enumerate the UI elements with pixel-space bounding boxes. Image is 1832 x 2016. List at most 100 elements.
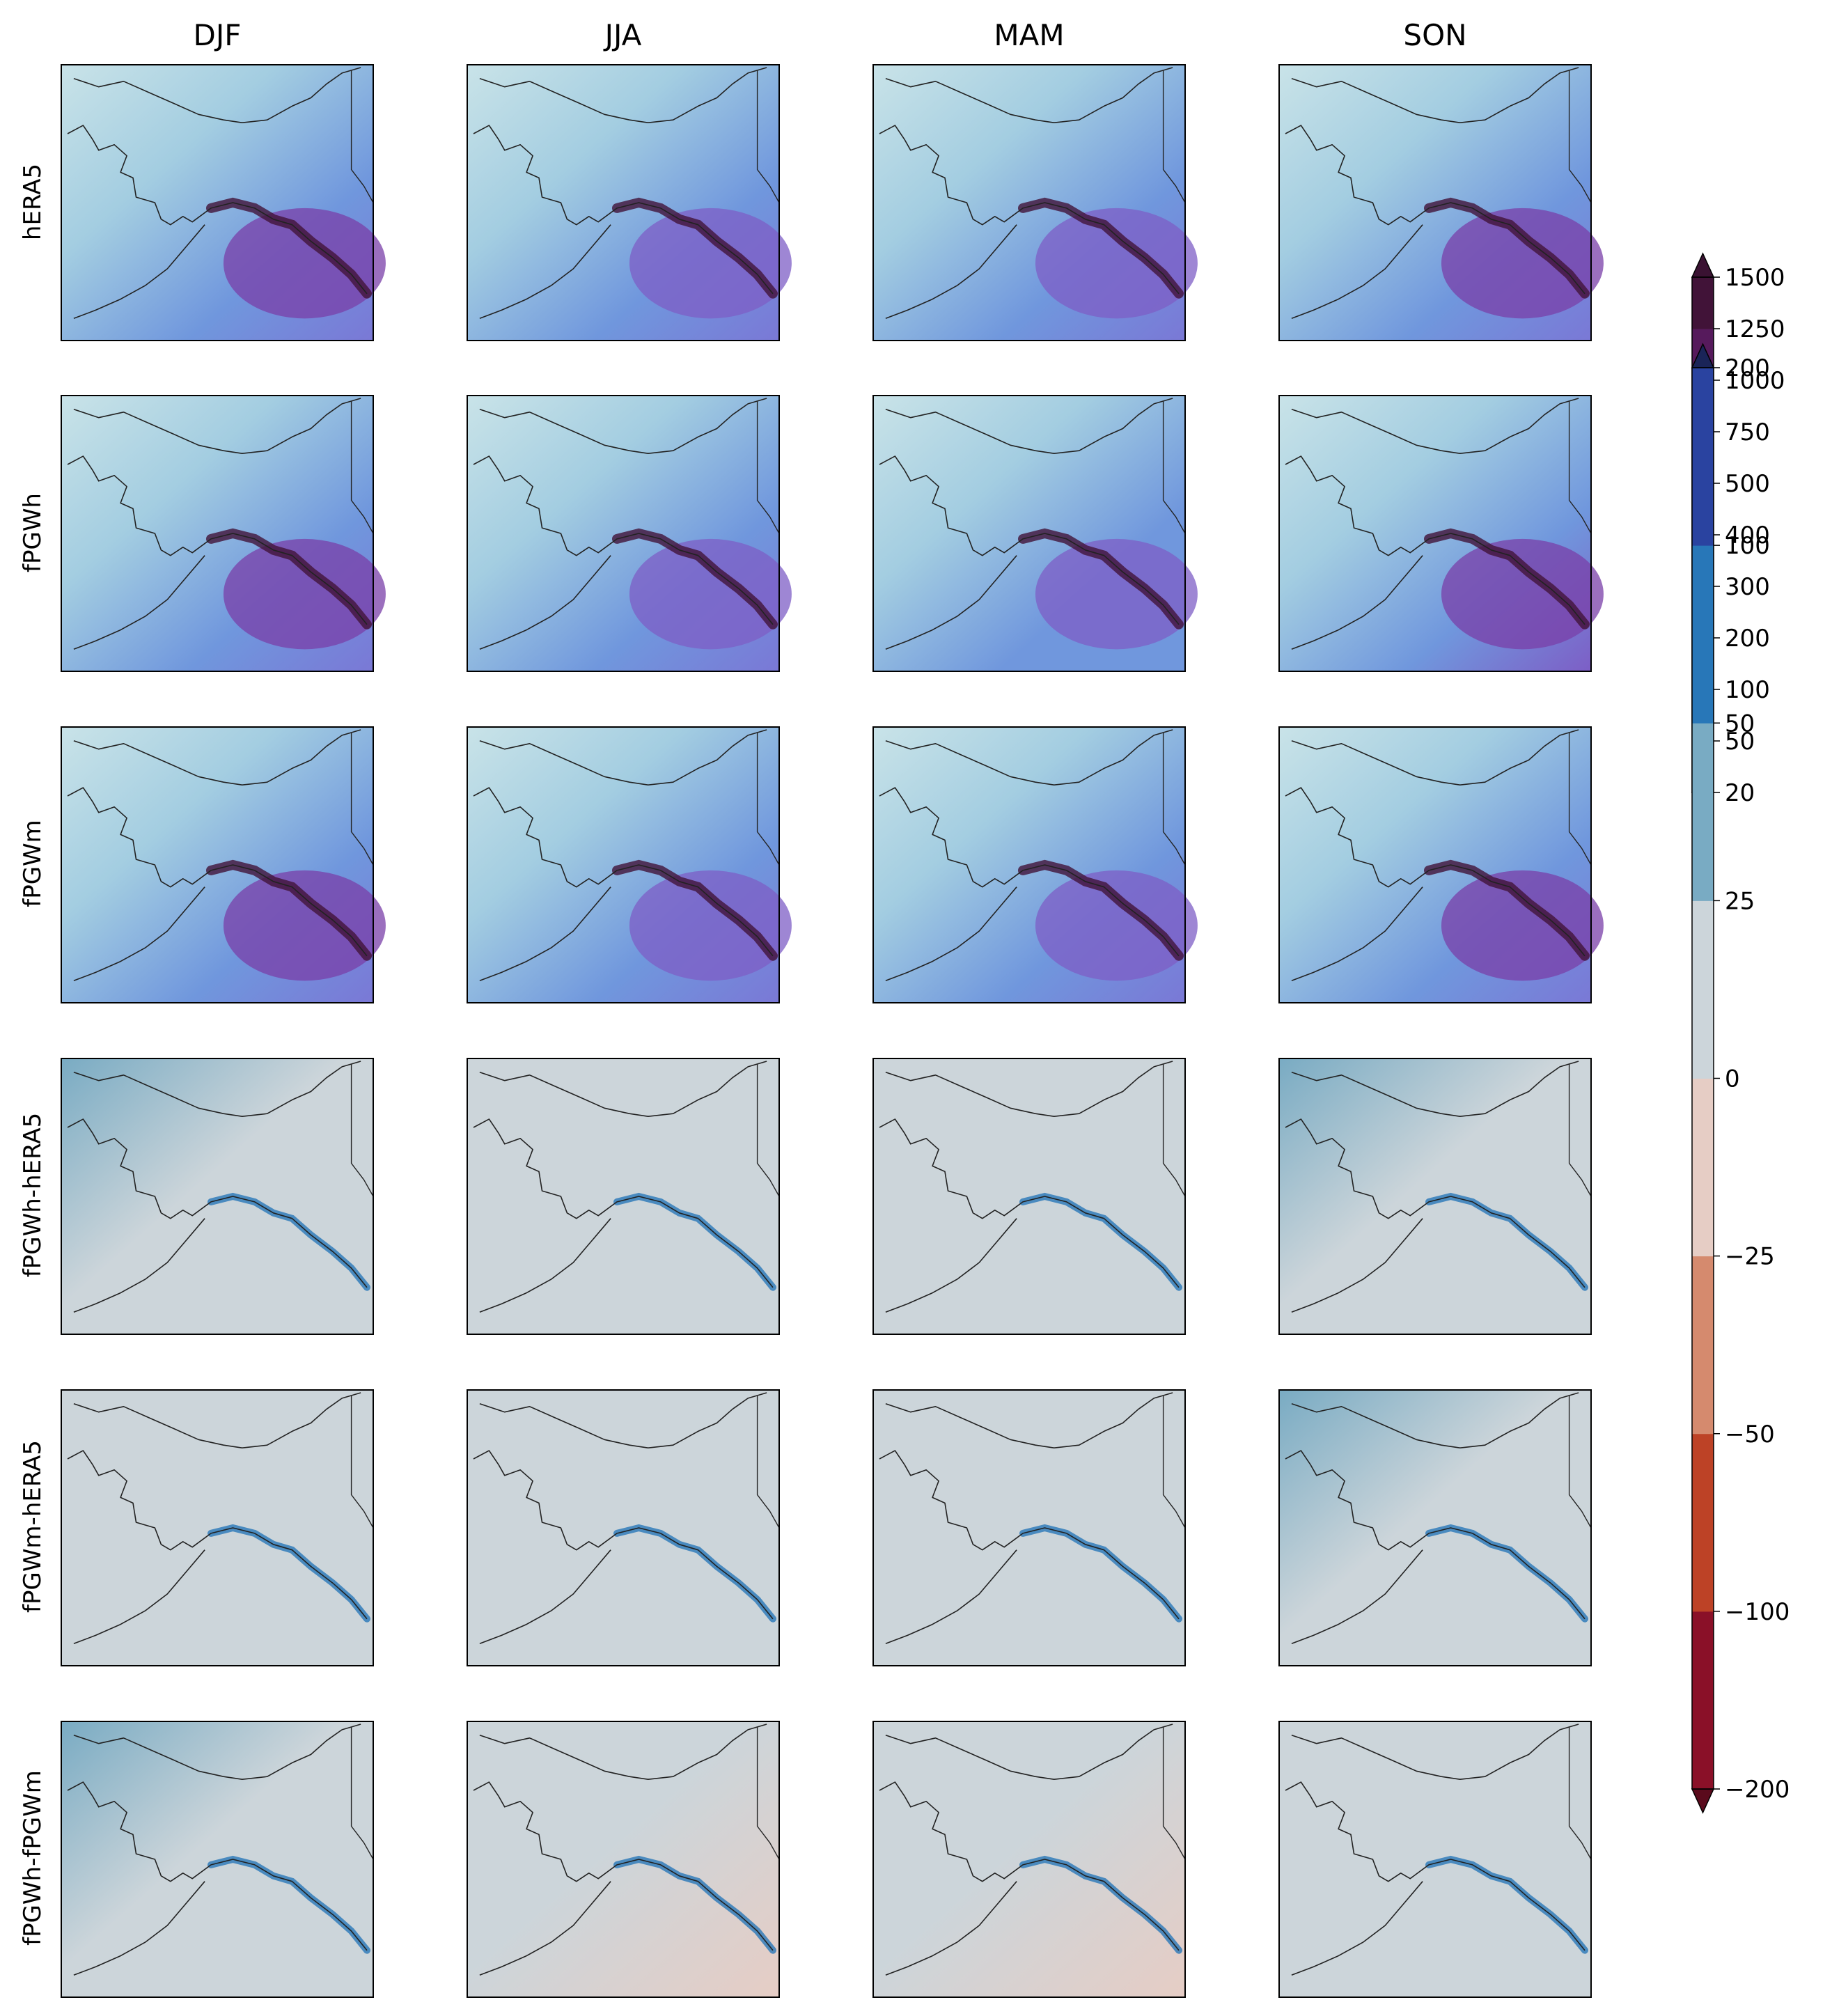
west-south-coastline — [67, 1118, 368, 1288]
alaska-peninsula — [885, 1881, 1017, 1976]
map-frame — [872, 1058, 1186, 1335]
map-panel-fpgwh-fpgwm-jja — [467, 1721, 780, 1998]
map-frame — [1278, 726, 1592, 1003]
gulf-maximum — [1441, 538, 1604, 650]
north-coastline — [885, 1724, 1173, 1780]
north-coastline — [885, 398, 1173, 454]
north-coastline — [479, 67, 767, 123]
west-south-coastline — [879, 1450, 1180, 1620]
row-label-fpgwm-hera5: fPGWm-hERA5 — [19, 1440, 47, 1613]
gulf-maximum — [1035, 538, 1198, 650]
north-coastline — [1291, 1724, 1579, 1780]
colorbar-tick-label: −25 — [1725, 1243, 1775, 1271]
alaska-peninsula — [1291, 224, 1423, 320]
alaska-peninsula — [885, 555, 1017, 650]
map-frame — [1278, 1058, 1592, 1335]
west-south-coastline — [473, 1450, 774, 1620]
north-coastline — [1291, 1392, 1579, 1448]
west-south-coastline — [67, 125, 368, 295]
column-title-djf: DJF — [194, 18, 242, 52]
north-coastline — [479, 1724, 767, 1780]
west-south-coastline — [473, 1781, 774, 1951]
map-panel-fpgwm-djf — [61, 726, 386, 1003]
map-frame — [872, 726, 1186, 1003]
alaska-peninsula — [479, 1549, 611, 1645]
canada-border — [756, 400, 780, 534]
alaska-peninsula — [885, 886, 1017, 982]
colorbar-tick-label: 0 — [1725, 1065, 1740, 1093]
map-panel-fpgwm-jja — [467, 726, 792, 1003]
canada-border — [350, 1063, 374, 1197]
colorbar-tick-label: 300 — [1725, 573, 1770, 601]
canada-border — [350, 1395, 374, 1529]
west-south-coastline — [473, 125, 774, 295]
map-frame — [467, 1389, 780, 1666]
alaska-peninsula — [479, 1881, 611, 1976]
colorbar-difference: −200 −100 −50 −25 0 25 50 100 200 — [1691, 343, 1790, 1814]
alaska-peninsula — [479, 555, 611, 650]
north-coastline — [479, 398, 767, 454]
north-coastline — [1291, 729, 1579, 786]
map-panel-fpgwh-fpgwm-djf — [61, 1721, 374, 1998]
north-coastline — [73, 1724, 361, 1780]
gulf-maximum — [629, 538, 792, 650]
map-field — [1279, 1058, 1591, 1334]
west-south-coastline — [879, 125, 1180, 295]
canada-border — [1568, 70, 1592, 203]
west-south-coastline — [473, 455, 774, 625]
canada-border — [1162, 1726, 1186, 1860]
map-field — [467, 1390, 779, 1666]
colorbars: 2050100200300400500750100012501500−200−1… — [1691, 252, 1790, 1814]
colorbar-segment — [1692, 1078, 1714, 1257]
map-frame — [1278, 64, 1592, 341]
colorbar-segment — [1692, 723, 1714, 901]
canada-border — [1568, 732, 1592, 866]
map-panel-grid — [61, 64, 1604, 1998]
map-panel-fpgwh-fpgwm-son — [1278, 1721, 1592, 1998]
west-south-coastline — [879, 455, 1180, 625]
gulf-maximum — [223, 538, 386, 650]
map-panel-fpgwh-jja — [467, 395, 792, 672]
map-panel-fpgwm-hera5-jja — [467, 1389, 780, 1666]
north-coastline — [73, 729, 361, 786]
map-field — [1279, 1721, 1591, 1997]
north-coastline — [1291, 67, 1579, 123]
row-label-hera5: hERA5 — [19, 164, 47, 240]
canada-border — [1162, 1063, 1186, 1197]
west-south-coastline — [67, 787, 368, 957]
gulf-maximum — [1035, 870, 1198, 981]
canada-border — [350, 70, 374, 203]
alaska-peninsula — [1291, 1218, 1423, 1313]
colorbar-tick-label: −200 — [1725, 1776, 1790, 1804]
colorbar-under-extension — [1691, 1788, 1715, 1814]
alaska-peninsula — [885, 1549, 1017, 1645]
map-frame — [61, 395, 374, 672]
map-frame — [872, 395, 1186, 672]
map-field — [467, 1058, 779, 1334]
colorbar-tick-label: 500 — [1725, 470, 1770, 498]
west-south-coastline — [67, 455, 368, 625]
colorbar-tick-label: 50 — [1725, 728, 1755, 756]
map-panel-fpgwh-hera5-jja — [467, 1058, 780, 1335]
map-panel-fpgwm-hera5-son — [1278, 1389, 1592, 1666]
north-coastline — [885, 1392, 1173, 1448]
gulf-maximum — [1441, 870, 1604, 981]
north-coastline — [885, 67, 1173, 123]
canada-border — [756, 1063, 780, 1197]
alaska-peninsula — [885, 224, 1017, 320]
alaska-peninsula — [73, 1881, 205, 1976]
colorbar-segment — [1692, 1256, 1714, 1435]
map-panel-fpgwh-hera5-djf — [61, 1058, 374, 1335]
map-field — [873, 1721, 1185, 1997]
gulf-maximum — [629, 870, 792, 981]
map-frame — [61, 1058, 374, 1335]
canada-border — [1162, 400, 1186, 534]
canada-border — [350, 400, 374, 534]
map-field — [1279, 1390, 1591, 1666]
alaska-peninsula — [1291, 555, 1423, 650]
west-south-coastline — [1285, 787, 1586, 957]
map-frame — [467, 726, 780, 1003]
alaska-peninsula — [1291, 1881, 1423, 1976]
map-field — [873, 1058, 1185, 1334]
north-coastline — [479, 729, 767, 786]
